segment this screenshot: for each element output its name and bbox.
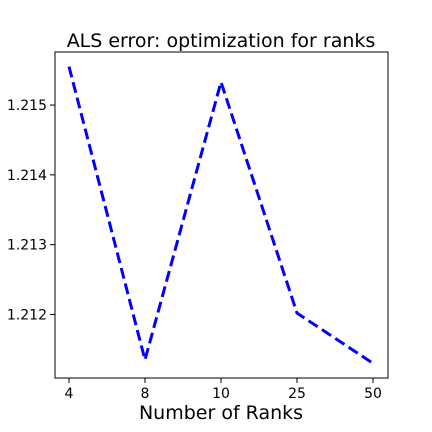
x-axis-label: Number of Ranks (139, 402, 303, 424)
y-axis: 1.212 1.213 1.214 1.215 (7, 98, 55, 323)
series-layer (67, 66, 374, 366)
plot-frame (54, 51, 389, 379)
x-tick-label: 8 (141, 386, 150, 402)
y-tick-label: 1.215 (7, 98, 47, 114)
y-tick-label: 1.212 (7, 307, 47, 323)
plot-area (54, 51, 389, 379)
x-tick-label: 50 (364, 386, 382, 402)
y-tick-label: 1.213 (7, 238, 47, 254)
x-tick-label: 4 (65, 386, 74, 402)
x-tick-label: 10 (212, 386, 230, 402)
y-tick-label: 1.214 (7, 168, 47, 184)
x-tick-label: 25 (288, 386, 306, 402)
series-line-0 (67, 66, 374, 366)
x-axis: 4 8 10 25 50 (65, 378, 382, 402)
chart-title: ALS error: optimization for ranks (67, 30, 376, 52)
